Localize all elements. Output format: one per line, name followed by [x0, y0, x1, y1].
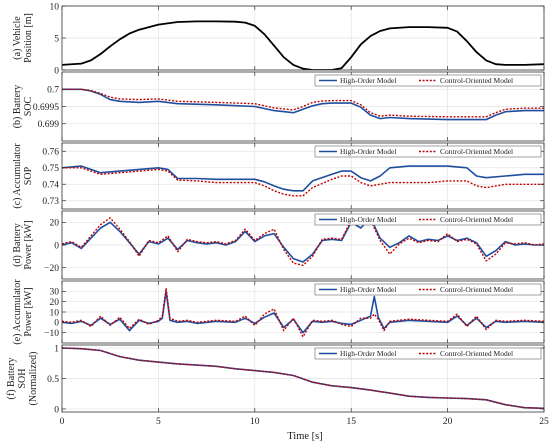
panel-a-y-axis-label: (a) Vehicle: [12, 16, 23, 60]
panel-c-y-tick-label: 0.73: [42, 197, 59, 207]
panel-e-series-control-oriented-line: [62, 287, 544, 338]
panel-d-y-tick-label: 0: [54, 241, 59, 251]
panel-e-y-tick-label: 10: [50, 308, 60, 318]
panel-f-legend-label-high-order: High-Order Model: [340, 349, 396, 358]
panel-b-y-tick-label: 0.7: [47, 86, 59, 96]
panel-f-y-axis-label: (f) Battery: [6, 358, 17, 400]
panel-d-y-axis-label: (d) Battery: [12, 223, 23, 267]
panel-e-y-tick-label: 30: [50, 288, 60, 298]
panel-c-y-axis-label: SOP: [23, 166, 34, 185]
x-axis-label: Time [s]: [287, 431, 323, 442]
panel-d-legend-label-control-oriented: Control-Oriented Model: [440, 215, 513, 224]
panel-b-y-axis-label: (b) Battery: [12, 85, 23, 129]
panel-c-frame: [61, 142, 545, 210]
panel-c-y-tick-label: 0.76: [42, 148, 59, 158]
x-tick-label: 15: [346, 417, 356, 427]
panel-d-y-tick-label: 20: [50, 219, 60, 229]
panel-b-y-axis-label: SOC: [23, 96, 34, 116]
x-tick-label: 0: [60, 417, 65, 427]
panel-d-legend-label-high-order: High-Order Model: [340, 215, 396, 224]
panel-c-legend-label-high-order: High-Order Model: [340, 147, 396, 156]
panel-d-series-high-order-line: [62, 217, 544, 263]
panel-e-y-tick-label: −10: [44, 329, 59, 339]
panel-c-series-control-oriented-line: [62, 167, 544, 197]
panel-e-legend-label-high-order: High-Order Model: [340, 285, 396, 294]
panel-b-series-control-oriented-line: [62, 88, 544, 118]
panel-d-y-tick-label: −20: [44, 264, 59, 274]
panel-f-y-axis-label: (Normalized): [28, 352, 39, 406]
panel-b-y-tick-label: 0.6995: [33, 103, 59, 113]
panel-f-y-tick-label: 0: [54, 405, 59, 415]
panel-e-legend-label-control-oriented: Control-Oriented Model: [440, 285, 513, 294]
panel-d-series-control-oriented-line: [62, 217, 544, 267]
x-tick-label: 20: [443, 417, 453, 427]
panel-e-y-axis-label: Power [kW]: [23, 287, 34, 336]
panel-f-series-high-order-line: [62, 347, 544, 410]
panel-f-y-tick-label: 1: [54, 344, 59, 354]
panel-a-y-tick-label: 10: [50, 2, 60, 12]
panel-c-legend-label-control-oriented: Control-Oriented Model: [440, 147, 513, 156]
x-tick-label: 25: [539, 417, 549, 427]
panel-c-y-tick-label: 0.74: [42, 181, 59, 191]
panel-b-legend-label-high-order: High-Order Model: [340, 76, 396, 85]
panel-f-y-tick-label: 0.5: [47, 375, 59, 385]
panel-c-y-axis-label: (c) Accumulator: [12, 143, 23, 209]
x-tick-label: 10: [250, 417, 260, 427]
panel-b-series-high-order-line: [62, 88, 544, 121]
panel-b-y-tick-label: 0.699: [38, 120, 60, 130]
panel-a-y-axis-label: Position [m]: [23, 13, 34, 63]
panel-a-y-tick-label: 0: [54, 66, 59, 76]
panel-e-y-tick-label: 20: [50, 298, 60, 308]
panel-a-series-position-line: [62, 20, 544, 70]
panel-c-series-high-order-line: [62, 165, 544, 192]
panel-e-y-tick-label: 0: [54, 319, 59, 329]
panel-c-y-tick-label: 0.75: [42, 164, 59, 174]
panel-d-y-axis-label: Power [kW]: [23, 220, 34, 269]
panel-f-y-axis-label: SOH: [17, 368, 28, 388]
panel-a-y-tick-label: 5: [54, 34, 59, 44]
panel-b-legend-label-control-oriented: Control-Oriented Model: [440, 76, 513, 85]
x-tick-label: 5: [156, 417, 161, 427]
panel-e-y-axis-label: (e) Accumulator: [12, 279, 23, 345]
panel-f-legend-label-control-oriented: Control-Oriented Model: [440, 349, 513, 358]
